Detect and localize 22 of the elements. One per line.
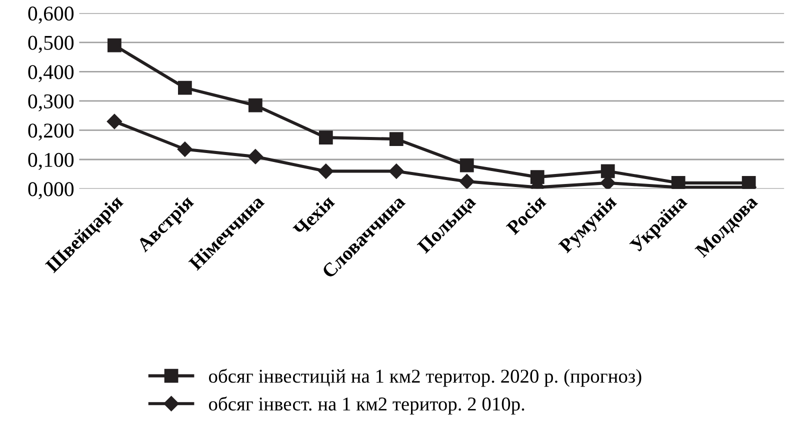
y-tick-label: 0,100 — [28, 152, 74, 170]
point — [600, 164, 615, 178]
point — [178, 80, 192, 95]
y-tick-label: 0,400 — [28, 65, 74, 82]
point — [459, 174, 474, 189]
legend-label: обсяг інвестицій на 1 км2 територ. 2020 р. (прогноз) — [208, 368, 642, 387]
legend-label: обсяг інвест. на 1 км2 територ. 2 010р. — [208, 396, 524, 415]
point — [248, 98, 262, 112]
point — [177, 142, 192, 157]
point — [460, 158, 474, 172]
point — [389, 132, 404, 146]
point — [318, 130, 333, 144]
y-tick-label: 0,200 — [28, 124, 74, 141]
y-tick-label: 0,500 — [28, 36, 74, 53]
point — [108, 38, 122, 52]
point — [388, 164, 404, 179]
point — [318, 164, 334, 179]
y-tick-label: 0,600 — [28, 6, 74, 24]
point — [248, 149, 263, 164]
point — [106, 114, 122, 130]
y-tick-label: 0,000 — [28, 182, 74, 200]
y-tick-label: 0,300 — [28, 94, 74, 112]
